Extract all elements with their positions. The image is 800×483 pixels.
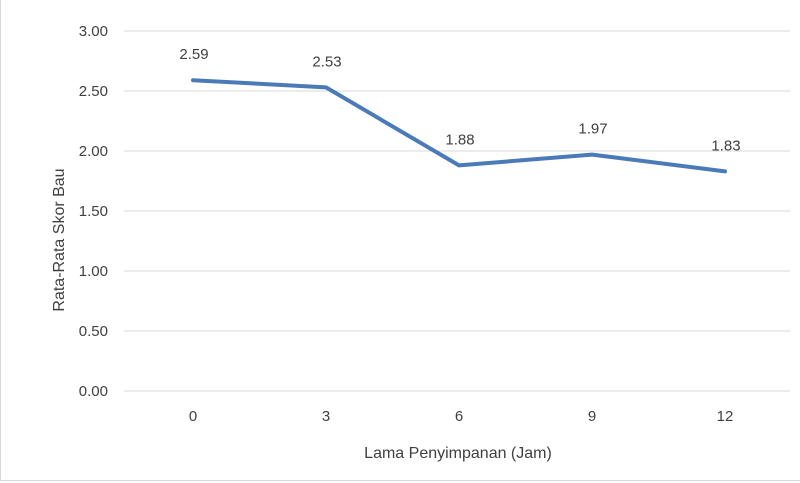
data-labels: 2.59 2.53 1.88 1.97 1.83 [179,46,740,154]
x-tick-label: 0 [189,408,197,425]
y-axis-title: Rata-Rata Skor Bau [51,168,68,311]
y-tick-label: 0.00 [79,383,108,400]
y-axis-ticks: 0.00 0.50 1.00 1.50 2.00 2.50 3.00 [79,23,108,400]
y-tick-label: 1.50 [79,203,108,220]
x-tick-label: 6 [455,408,463,425]
y-tick-label: 2.00 [79,143,108,160]
gridlines [124,30,790,392]
x-axis-title: Lama Penyimpanan (Jam) [364,445,552,462]
y-tick-label: 1.00 [79,263,108,280]
x-tick-label: 3 [322,408,330,425]
data-label: 1.97 [578,121,607,138]
series-group [191,78,727,174]
data-point [457,163,461,167]
data-point [723,169,727,173]
data-point [590,153,594,157]
data-label: 2.53 [312,53,341,70]
x-tick-label: 12 [717,408,734,425]
data-point [324,85,328,89]
x-tick-label: 9 [588,408,596,425]
x-axis-ticks: 0 3 6 9 12 [189,408,734,425]
data-point [191,78,195,82]
data-label: 1.83 [711,137,740,154]
data-label: 2.59 [179,46,208,63]
series-line [191,78,727,174]
data-label: 1.88 [445,131,474,148]
y-tick-label: 0.50 [79,323,108,340]
y-tick-label: 3.00 [79,23,108,40]
y-tick-label: 2.50 [79,83,108,100]
